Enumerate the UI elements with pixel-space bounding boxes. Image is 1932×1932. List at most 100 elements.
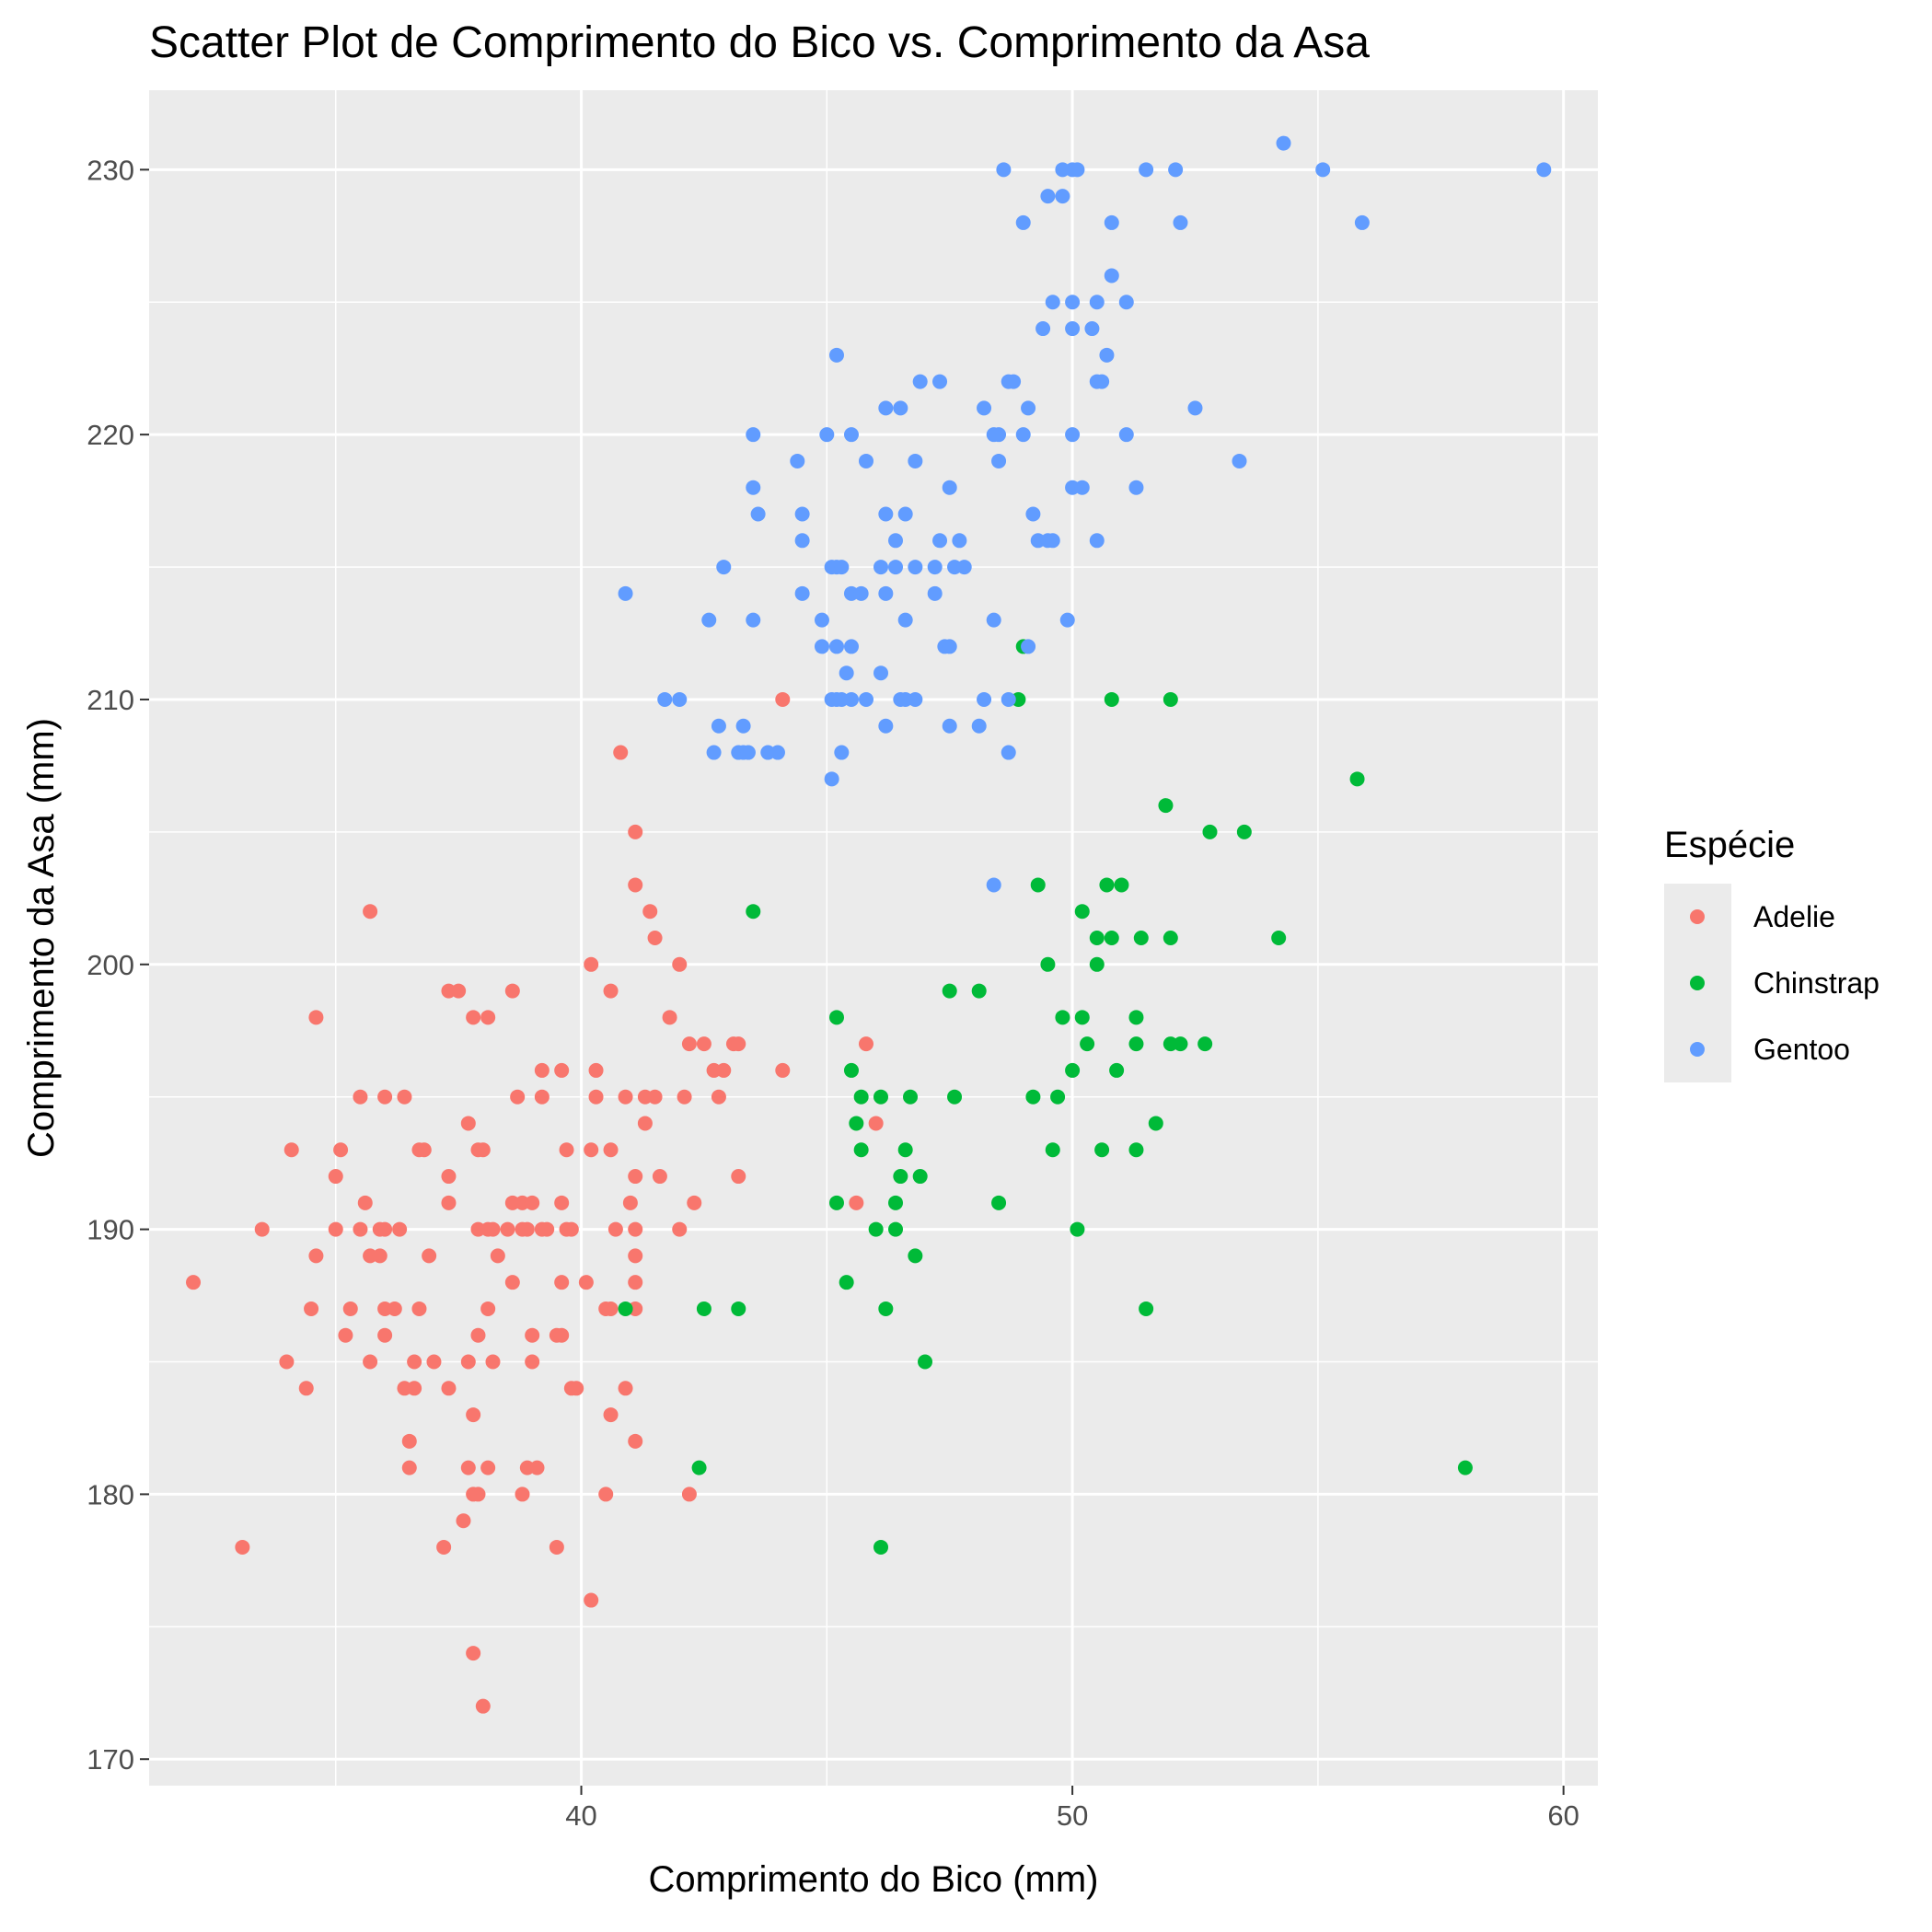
point-chinstrap	[1050, 1089, 1066, 1105]
point-gentoo	[746, 427, 761, 443]
point-adelie	[407, 1381, 422, 1396]
point-adelie	[534, 1089, 550, 1105]
x-tick-label: 40	[565, 1799, 596, 1832]
point-chinstrap	[1114, 877, 1129, 893]
point-adelie	[377, 1221, 393, 1237]
point-gentoo	[1059, 612, 1075, 628]
point-gentoo	[1139, 162, 1154, 178]
point-chinstrap	[853, 1089, 869, 1105]
point-gentoo	[1173, 214, 1188, 230]
point-adelie	[622, 1195, 638, 1210]
point-adelie	[559, 1142, 574, 1158]
point-chinstrap	[1065, 1062, 1081, 1078]
point-chinstrap	[893, 1169, 908, 1185]
point-chinstrap	[1074, 904, 1090, 920]
point-gentoo	[1354, 214, 1370, 230]
point-gentoo	[769, 745, 785, 760]
point-gentoo	[1232, 453, 1247, 469]
point-adelie	[681, 1036, 697, 1052]
point-chinstrap	[918, 1354, 933, 1370]
point-gentoo	[977, 691, 992, 707]
point-adelie	[554, 1195, 570, 1210]
point-adelie	[525, 1354, 540, 1370]
point-gentoo	[912, 374, 928, 389]
point-adelie	[416, 1142, 432, 1158]
point-adelie	[578, 1275, 594, 1290]
point-adelie	[584, 956, 599, 972]
point-chinstrap	[908, 1248, 923, 1264]
point-adelie	[357, 1195, 373, 1210]
major-gridlines	[149, 90, 1598, 1786]
x-axis: 40 50 60	[565, 1786, 1579, 1832]
point-gentoo	[1045, 533, 1060, 549]
point-adelie	[534, 1062, 550, 1078]
point-adelie	[504, 983, 520, 999]
point-gentoo	[701, 612, 717, 628]
point-adelie	[407, 1354, 422, 1370]
point-adelie	[858, 1036, 873, 1052]
point-gentoo	[996, 162, 1012, 178]
point-chinstrap	[1025, 1089, 1041, 1105]
point-gentoo	[814, 612, 829, 628]
point-adelie	[628, 1433, 643, 1449]
point-adelie	[451, 983, 467, 999]
point-gentoo	[1021, 400, 1036, 416]
point-chinstrap	[1128, 1010, 1144, 1025]
point-chinstrap	[991, 1195, 1007, 1210]
point-gentoo	[888, 560, 904, 575]
point-adelie	[618, 1089, 633, 1105]
y-tick-label: 180	[87, 1478, 134, 1510]
point-adelie	[672, 956, 688, 972]
point-adelie	[731, 1036, 746, 1052]
point-chinstrap	[1236, 824, 1252, 839]
point-adelie	[603, 1301, 619, 1316]
chart-title: Scatter Plot de Comprimento do Bico vs. …	[149, 18, 1370, 67]
point-adelie	[401, 1433, 417, 1449]
point-gentoo	[858, 453, 873, 469]
point-adelie	[554, 1062, 570, 1078]
point-gentoo	[878, 506, 894, 522]
point-gentoo	[1089, 533, 1105, 549]
point-chinstrap	[1030, 877, 1046, 893]
point-chinstrap	[746, 904, 761, 920]
point-gentoo	[977, 400, 992, 416]
point-gentoo	[1055, 189, 1070, 204]
point-adelie	[628, 1221, 643, 1237]
point-gentoo	[843, 427, 859, 443]
point-adelie	[338, 1327, 353, 1343]
point-gentoo	[932, 374, 948, 389]
point-adelie	[186, 1275, 202, 1290]
point-gentoo	[828, 347, 844, 363]
data-points	[186, 135, 1552, 1714]
point-chinstrap	[1163, 931, 1178, 945]
point-gentoo	[794, 506, 810, 522]
point-chinstrap	[1089, 931, 1105, 945]
point-gentoo	[735, 718, 751, 734]
point-adelie	[475, 1142, 491, 1158]
point-adelie	[254, 1221, 270, 1237]
point-adelie	[363, 1354, 378, 1370]
point-chinstrap	[942, 983, 957, 999]
point-gentoo	[834, 560, 850, 575]
point-adelie	[588, 1062, 604, 1078]
point-adelie	[539, 1221, 555, 1237]
point-adelie	[775, 691, 791, 707]
point-chinstrap	[1139, 1301, 1154, 1316]
point-gentoo	[819, 427, 835, 443]
point-adelie	[397, 1089, 412, 1105]
point-adelie	[466, 1010, 481, 1025]
point-adelie	[504, 1275, 520, 1290]
point-gentoo	[986, 877, 1001, 893]
point-adelie	[647, 931, 663, 945]
point-chinstrap	[971, 983, 987, 999]
point-adelie	[603, 983, 619, 999]
point-gentoo	[1315, 162, 1331, 178]
point-adelie	[647, 1089, 663, 1105]
point-gentoo	[1015, 427, 1031, 443]
point-chinstrap	[947, 1089, 963, 1105]
point-gentoo	[1128, 480, 1144, 495]
point-adelie	[711, 1089, 726, 1105]
point-chinstrap	[878, 1301, 894, 1316]
point-gentoo	[1065, 321, 1081, 337]
point-gentoo	[843, 639, 859, 654]
